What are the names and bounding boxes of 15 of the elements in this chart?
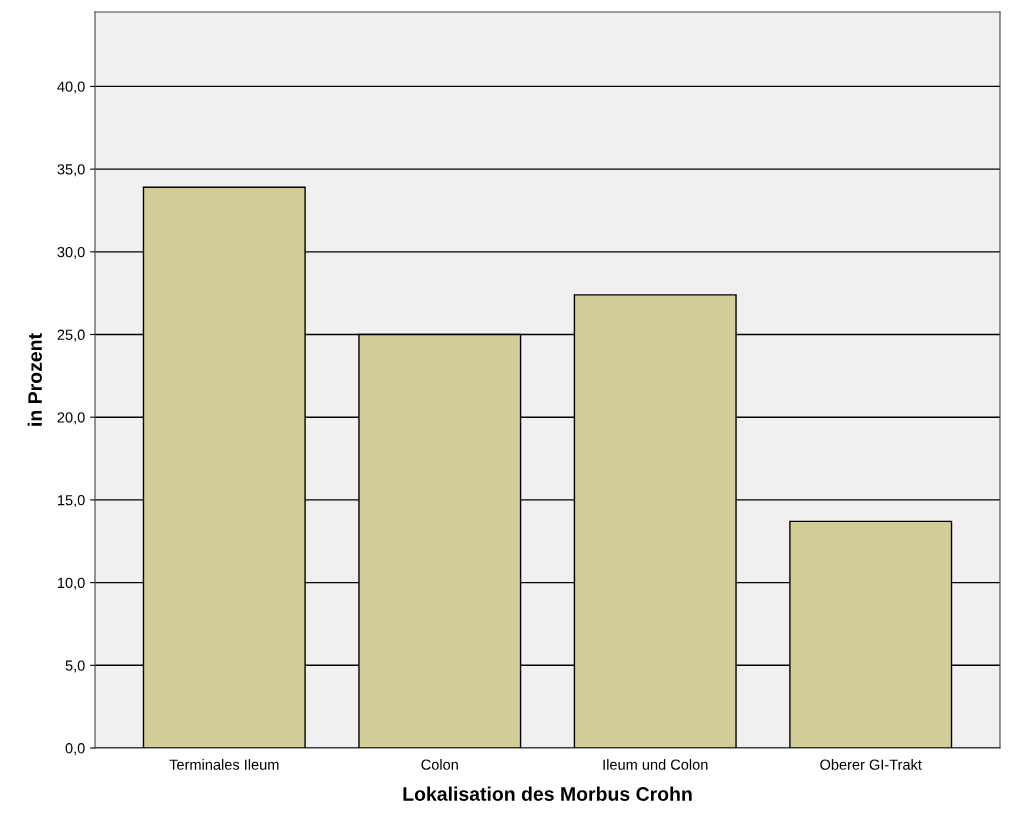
y-tick-label: 10,0 [58,577,85,590]
y-tick-label: 25,0 [57,329,85,342]
x-tick-label: Terminales Ileum [169,759,279,770]
y-tick-label: 30,0 [57,246,85,259]
x-axis-title: Lokalisation des Morbus Crohn [403,786,692,801]
y-tick-label: 5,0 [65,660,85,673]
y-tick-label: 15,0 [58,495,85,508]
y-tick-label: 35,0 [57,164,85,177]
y-tick-label: 0,0 [65,743,85,756]
x-tick-label: Colon [421,759,458,770]
y-axis-title: in Prozent [27,333,42,426]
y-tick-label: 40,0 [57,81,85,94]
x-tick-label: Oberer GI-Trakt [820,759,922,770]
x-tick-label: Ileum und Colon [603,759,708,770]
y-tick-label: 20,0 [57,412,85,425]
